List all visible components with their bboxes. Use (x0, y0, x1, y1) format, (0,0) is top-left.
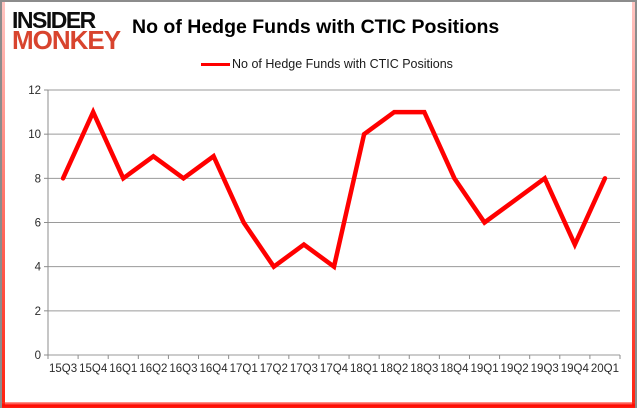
x-axis-label: 20Q1 (591, 363, 619, 375)
x-axis-label: 15Q4 (79, 363, 108, 375)
x-axis-label: 18Q3 (410, 363, 438, 375)
x-axis-label: 19Q1 (470, 363, 498, 375)
y-axis-label: 4 (35, 262, 42, 274)
x-axis-label: 16Q4 (200, 363, 229, 375)
x-axis-label: 17Q3 (290, 363, 318, 375)
x-axis-label: 17Q2 (260, 363, 288, 375)
x-axis-label: 19Q4 (561, 363, 590, 375)
insider-monkey-logo: INSIDER MONKEY (12, 7, 121, 56)
logo-text-insider: INSIDER (12, 7, 96, 33)
x-axis-label: 15Q3 (49, 363, 77, 375)
logo-text-monkey: MONKEY (12, 25, 121, 56)
x-axis-label: 18Q1 (350, 363, 378, 375)
chart-title: No of Hedge Funds with CTIC Positions (132, 16, 500, 38)
legend-line-swatch (201, 62, 230, 66)
x-axis-label: 19Q2 (501, 363, 529, 375)
y-axis-label: 12 (28, 85, 41, 97)
legend-label: No of Hedge Funds with CTIC Positions (232, 57, 453, 71)
x-axis-label: 16Q1 (109, 363, 137, 375)
series-line (60, 106, 608, 271)
y-axis-label: 10 (28, 129, 41, 141)
x-axis-label: 17Q4 (320, 363, 349, 375)
y-axis-label: 8 (35, 173, 41, 185)
y-axis-label: 2 (35, 306, 41, 318)
x-axis-label: 18Q2 (380, 363, 408, 375)
x-axis-label: 16Q2 (139, 363, 167, 375)
y-axis-label: 6 (35, 218, 41, 230)
y-axis-label: 0 (35, 350, 41, 362)
x-axis-label: 16Q3 (169, 363, 197, 375)
x-axis-label: 19Q3 (531, 363, 559, 375)
chart-legend: No of Hedge Funds with CTIC Positions (201, 57, 453, 71)
x-axis-label: 18Q4 (440, 363, 469, 375)
x-axis-label: 17Q1 (230, 363, 258, 375)
